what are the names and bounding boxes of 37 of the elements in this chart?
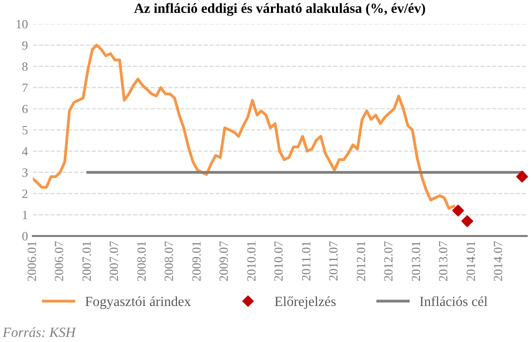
point [452,204,464,216]
x-tick-label: 2006.07 [54,241,64,281]
y-tick-label: 8 [22,62,28,71]
point [516,170,528,182]
y-tick-label: 0 [22,232,28,240]
y-tick-label: 7 [22,84,28,92]
y-tick-label: 3 [22,168,28,177]
x-tick-label: 2011.07 [329,241,338,280]
legend-label: Előrejelzés [274,296,336,309]
x-tick-label: 2010.01 [247,242,256,281]
chart-title: Az infláció eddigi és várható alakulása (%, év/év) [134,3,426,16]
y-tick-label: 4 [22,147,28,156]
x-tick-label: 2012.07 [384,241,393,281]
y-tick-label: 1 [22,210,28,220]
x-tick-label: 2014.07 [494,241,502,281]
x-tick-label: 2006.01 [28,242,36,281]
x-tick-label: 2008.07 [164,241,174,281]
point [461,215,474,228]
x-tick-label: 2011.01 [302,242,310,280]
y-tick-label: 5 [22,126,28,134]
x-tick-label: 2007.07 [110,241,118,281]
x-tick-label: 2008.01 [137,242,146,281]
x-tick-label: 2013.01 [412,242,420,281]
y-tick-label: 10 [16,20,28,28]
x-tick-label: 2012.01 [356,242,366,281]
y-tick-label: 9 [22,41,28,50]
legend-label: Fogyasztói árindex [85,296,191,309]
x-tick-label: 2013.07 [438,241,448,281]
x-tick-label: 2007.01 [82,242,91,281]
x-tick-label: 2010.07 [274,241,283,281]
x-tick-label: 2009.07 [219,241,228,281]
y-tick-label: 6 [22,104,28,114]
x-tick-label: 2014.01 [466,242,476,281]
text: Forrás: KSH [2,327,76,338]
x-tick-label: 2009.01 [192,242,201,281]
legend-label: Inflációs cél [420,296,488,306]
y-tick-label: 2 [22,190,28,198]
